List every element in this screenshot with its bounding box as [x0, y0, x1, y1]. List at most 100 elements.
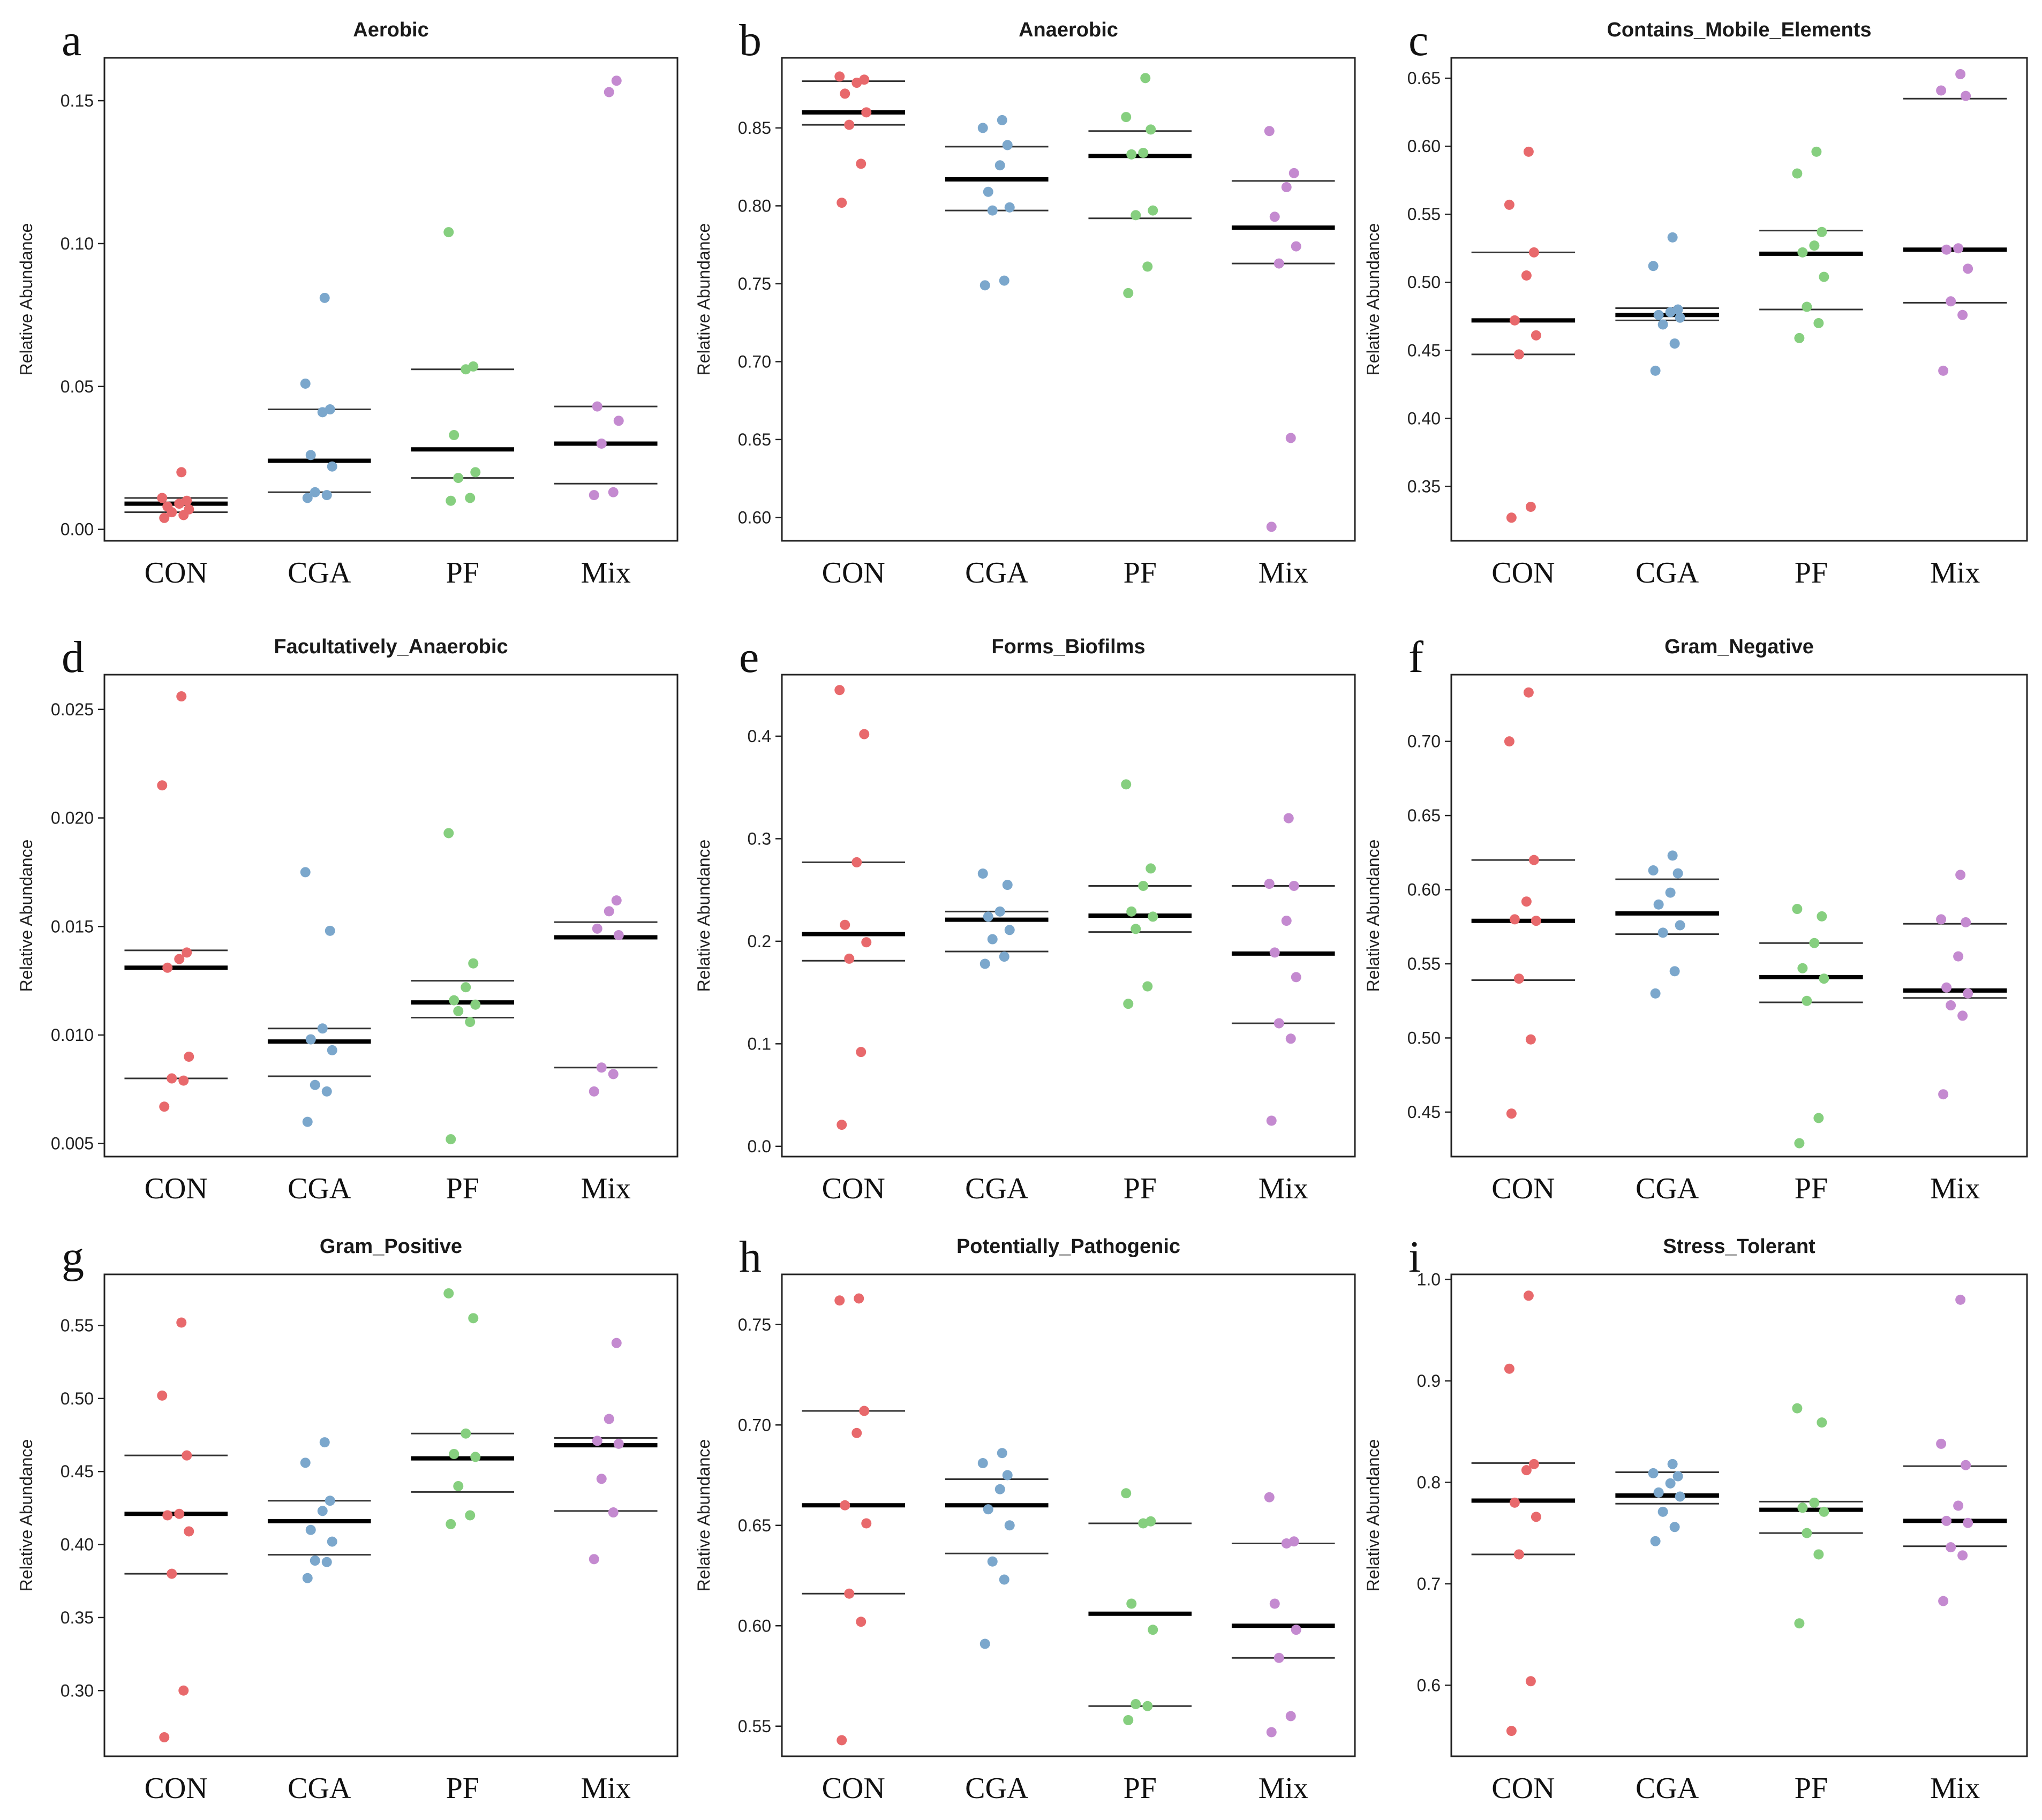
chart-f-cga-point [1667, 850, 1678, 861]
chart-i-con-point [1528, 1459, 1539, 1469]
chart-e-panel: e Forms_Biofilms Relative Abundance 0.0 0.1 0… [694, 632, 1356, 1205]
chart-f-x-tick-label-pf: PF [1795, 1172, 1828, 1205]
chart-i-con-point [1509, 1497, 1520, 1508]
chart-b-mix-point [1289, 168, 1299, 178]
chart-h-cga-point [1004, 1520, 1015, 1531]
chart-e-pf-point [1126, 906, 1137, 917]
chart-d-mix-point [604, 906, 614, 917]
chart-i-cga-point [1657, 1506, 1668, 1517]
chart-b-cga-point [987, 205, 998, 216]
chart-b-cga-point [1004, 202, 1015, 213]
chart-a-con-point [157, 493, 168, 503]
chart-c-y-tick-label: 0.65 [1407, 69, 1441, 88]
chart-e-pf-point [1123, 999, 1134, 1009]
chart-f-cga-point [1675, 920, 1685, 931]
chart-d-pf-point [470, 999, 481, 1010]
chart-h-plot-frame [781, 1273, 1356, 1757]
chart-h-pf-point [1142, 1701, 1153, 1711]
chart-f-y-axis-label: Relative Abundance [1363, 840, 1383, 992]
chart-c-cga-point [1648, 261, 1659, 271]
chart-e-con-point [834, 685, 845, 696]
chart-e-con-point [856, 1047, 866, 1058]
chart-c-pf-point [1792, 168, 1803, 179]
chart-g-x-tick-label-pf: PF [446, 1772, 479, 1805]
chart-g-con-point [167, 1568, 177, 1579]
chart-c-cga-point [1657, 319, 1668, 330]
chart-f-x-tick-label-con: CON [1491, 1172, 1555, 1205]
chart-i-cga-point [1675, 1491, 1685, 1502]
chart-c-pf-point [1797, 247, 1808, 258]
chart-b-pf-point [1146, 124, 1156, 135]
chart-e-x-tick-label-mix: Mix [1259, 1172, 1308, 1205]
chart-g-con-point [162, 1510, 173, 1521]
chart-g-pf-point [446, 1519, 456, 1529]
chart-e-mix-point [1274, 1018, 1284, 1029]
chart-g-pf-point [461, 1428, 471, 1439]
chart-f-cga-point [1657, 927, 1668, 938]
chart-e-con-point [859, 729, 870, 739]
chart-c-x-tick-label-con: CON [1491, 556, 1555, 590]
chart-f-con-point [1531, 916, 1541, 926]
chart-e-cga-point [1002, 880, 1013, 890]
chart-d-y-tick-label: 0.010 [51, 1025, 94, 1045]
chart-e-pf-point [1142, 981, 1153, 992]
chart-e-cga-point [979, 958, 990, 969]
chart-i-mix-point [1955, 1294, 1966, 1305]
chart-g-con-point [184, 1526, 194, 1537]
chart-h-con-point [854, 1293, 864, 1304]
chart-h-con-point [861, 1518, 872, 1529]
chart-d-y-axis-label: Relative Abundance [17, 840, 36, 992]
chart-c-y-tick-label: 0.60 [1407, 137, 1441, 156]
chart-b-mix-point [1285, 433, 1296, 443]
chart-c-panel: c Contains_Mobile_Elements Relative Abunda… [1363, 16, 2028, 590]
chart-h-cga-point [1002, 1470, 1013, 1481]
chart-i-plot-frame [1450, 1273, 2028, 1757]
chart-g-y-tick-label: 0.55 [61, 1316, 94, 1335]
chart-f-mix-point [1957, 1010, 1968, 1021]
chart-e-y-tick-label: 0.4 [748, 727, 771, 746]
chart-i-pf-point [1794, 1618, 1805, 1629]
chart-i-con-point [1523, 1290, 1534, 1301]
chart-e-pf-point [1131, 924, 1141, 934]
chart-b-x-tick-label-con: CON [822, 556, 885, 590]
chart-h-x-tick-label-con: CON [822, 1772, 885, 1805]
chart-g-title: Gram_Positive [320, 1235, 462, 1258]
chart-g-cga-point [325, 1496, 335, 1506]
chart-d-y-tick-label: 0.020 [51, 809, 94, 828]
chart-i-con-point [1504, 1363, 1514, 1374]
chart-b-cga-point [983, 186, 993, 197]
chart-h-cga-point [999, 1574, 1009, 1585]
chart-a-y-tick-label: 0.10 [61, 234, 94, 253]
chart-b-title: Anaerobic [1019, 19, 1118, 41]
chart-b-mix-point [1269, 212, 1280, 222]
chart-a-con-point [184, 504, 194, 515]
chart-e-mix-point [1281, 916, 1292, 926]
chart-c-cga-point [1653, 309, 1664, 320]
chart-g-cga-point [321, 1557, 332, 1567]
chart-c-y-tick-label: 0.55 [1407, 205, 1441, 224]
chart-f-x-tick-label-mix: Mix [1930, 1172, 1980, 1205]
chart-e-pf-point [1121, 779, 1132, 790]
chart-c-x-tick-label-cga: CGA [1636, 556, 1699, 590]
chart-i-pf-point [1819, 1506, 1829, 1517]
chart-b-panel: b Anaerobic Relative Abundance 0.60 0.65 0.70… [694, 16, 1356, 590]
chart-g-con-point [176, 1317, 187, 1328]
chart-e-cga-point [994, 906, 1005, 917]
chart-d-plot-frame [103, 674, 679, 1158]
chart-h-cga-point [987, 1556, 998, 1567]
chart-h-con-point [844, 1588, 855, 1599]
chart-a-mix-point [596, 439, 607, 449]
chart-f-y-tick-label: 0.60 [1407, 880, 1441, 900]
chart-c-con-point [1509, 315, 1520, 326]
chart-f-mix-point [1961, 917, 1971, 927]
chart-i-y-axis-label: Relative Abundance [1363, 1439, 1383, 1592]
chart-i-pf-point [1817, 1417, 1827, 1428]
chart-a-cga-point [319, 292, 330, 303]
chart-c-pf-point [1802, 301, 1812, 312]
chart-e-mix-point [1283, 813, 1294, 824]
chart-b-pf-point [1126, 149, 1137, 160]
chart-b-cga-point [994, 160, 1005, 171]
chart-h-x-tick-label-pf: PF [1124, 1772, 1157, 1805]
chart-g-cga-point [310, 1555, 320, 1566]
chart-g-cga-point [305, 1524, 316, 1535]
